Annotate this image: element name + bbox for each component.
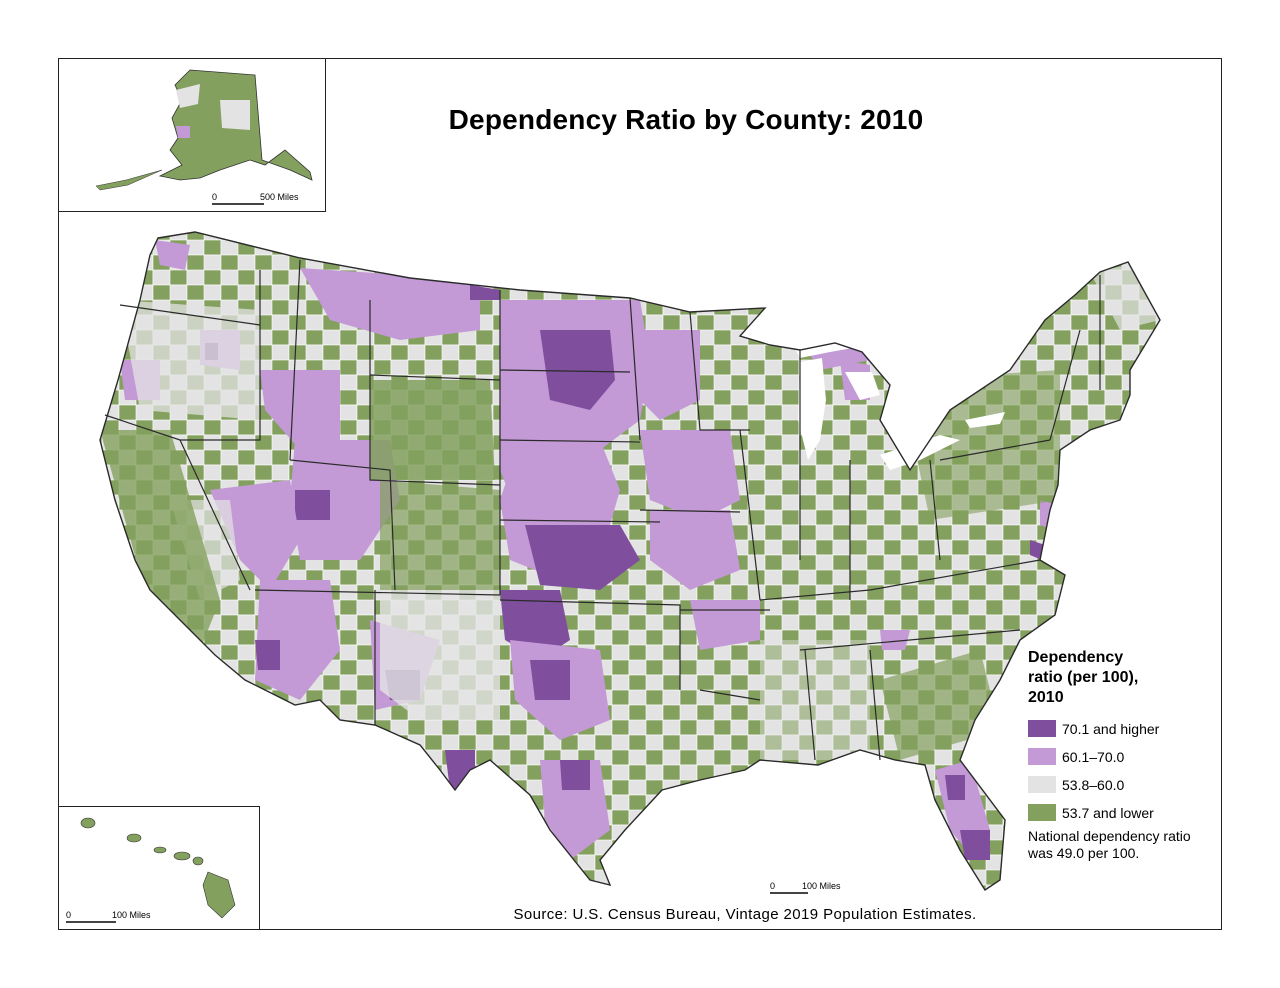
hawaii-scale-distance: 100 Miles bbox=[112, 910, 151, 920]
source-note: Source: U.S. Census Bureau, Vintage 2019… bbox=[513, 906, 977, 923]
alaska-scale-zero: 0 bbox=[212, 192, 218, 202]
legend-title-line: Dependency bbox=[1028, 649, 1124, 666]
hawaii-scale-bar: 0 100 Miles bbox=[66, 910, 156, 924]
legend-title-line: ratio (per 100), bbox=[1028, 669, 1139, 686]
map-title: Dependency Ratio by County: 2010 bbox=[448, 104, 924, 135]
mainland-scale-distance: 100 Miles bbox=[802, 881, 841, 891]
legend-item-mid-low: 53.8–60.0 bbox=[1028, 771, 1218, 798]
alaska-scale-distance: 500 Miles bbox=[260, 192, 299, 202]
legend-label: 70.1 and higher bbox=[1062, 720, 1160, 737]
state-borders bbox=[99, 231, 1161, 891]
legend: Dependency ratio (per 100), 2010 70.1 an… bbox=[1028, 648, 1218, 862]
legend-title: Dependency ratio (per 100), 2010 bbox=[1028, 648, 1218, 708]
hawaii-map-overlay bbox=[80, 817, 236, 919]
hawaii-scale-line bbox=[66, 921, 116, 923]
legend-note-line: was 49.0 per 100. bbox=[1028, 845, 1140, 861]
legend-label: 53.7 and lower bbox=[1062, 804, 1154, 821]
legend-item-high: 70.1 and higher bbox=[1028, 715, 1218, 742]
alaska-map-overlay bbox=[95, 69, 313, 191]
mainland-scale-line bbox=[770, 892, 808, 894]
legend-item-low: 53.7 and lower bbox=[1028, 799, 1218, 826]
legend-label: 53.8–60.0 bbox=[1062, 776, 1125, 793]
hawaii-scale-zero: 0 bbox=[66, 910, 72, 920]
alaska-scale-line bbox=[212, 203, 264, 205]
alaska-scale-bar: 0 500 Miles bbox=[212, 192, 302, 206]
map-frame bbox=[58, 58, 1222, 930]
legend-swatch bbox=[1028, 776, 1056, 793]
legend-swatch bbox=[1028, 720, 1056, 737]
legend-note: National dependency ratio was 49.0 per 1… bbox=[1028, 828, 1228, 862]
legend-swatch bbox=[1028, 804, 1056, 821]
legend-title-line: 2010 bbox=[1028, 689, 1064, 706]
mainland-scale-bar: 0 100 Miles bbox=[770, 881, 860, 895]
legend-label: 60.1–70.0 bbox=[1062, 748, 1125, 765]
legend-item-mid-high: 60.1–70.0 bbox=[1028, 743, 1218, 770]
legend-note-line: National dependency ratio bbox=[1028, 828, 1191, 844]
mainland-scale-zero: 0 bbox=[770, 881, 776, 891]
legend-swatch bbox=[1028, 748, 1056, 765]
